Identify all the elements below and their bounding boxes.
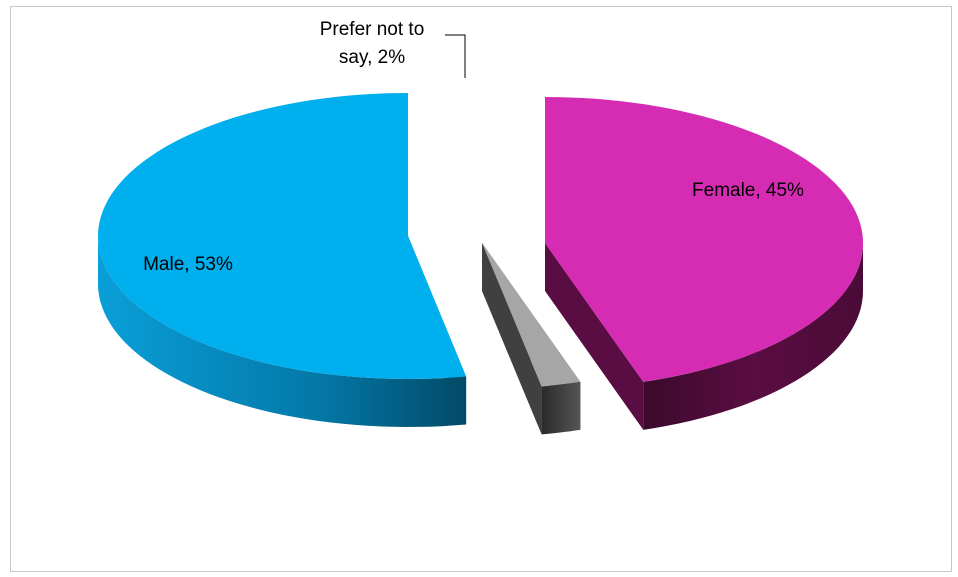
- pie-slice-male: [98, 93, 467, 427]
- pie-slice-prefer-not-to-say-top: [482, 243, 581, 387]
- pie-slice-prefer-not-to-say-wall-2: [482, 243, 542, 435]
- pie-slice-male-top: [98, 93, 467, 379]
- data-label-prefer-not-to-say-line2: say, 2%: [339, 47, 405, 68]
- pie-slice-female-wall-2: [545, 243, 644, 430]
- pie-slice-prefer-not-to-say: [482, 243, 581, 435]
- pie-slice-prefer-not-to-say-side: [541, 381, 581, 435]
- data-label-female-line1: Female, 45%: [692, 180, 804, 201]
- pie-slice-female: [545, 97, 863, 430]
- pie-slice-female-side: [643, 243, 863, 430]
- leader-line-prefer-not-to-say: [445, 34, 466, 78]
- data-label-prefer-not-to-say: Prefer not to say, 2%: [320, 19, 425, 68]
- pie-slice-female-top: [545, 97, 863, 382]
- data-label-female: Female, 45%: [692, 180, 804, 201]
- data-label-male: Male, 53%: [143, 254, 233, 275]
- data-label-male-line1: Male, 53%: [143, 254, 233, 275]
- pie-slice-male-side: [98, 236, 467, 427]
- data-label-prefer-not-to-say-line1: Prefer not to: [320, 19, 425, 40]
